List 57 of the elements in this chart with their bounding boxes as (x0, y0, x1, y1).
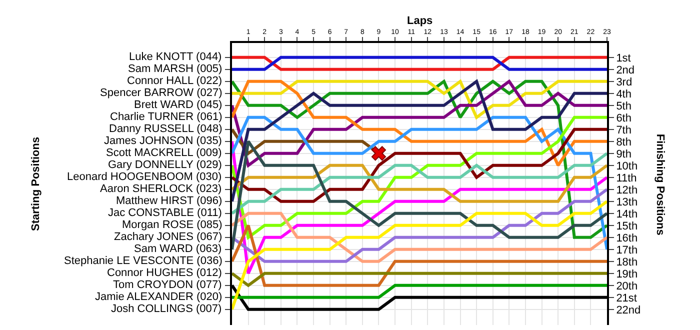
series-label: Luke KNOTT (044) (129, 51, 222, 63)
series-label: Tom CROYDON (077) (113, 279, 222, 291)
series-label: Morgan ROSE (085) (122, 219, 222, 231)
y-tick-label: 13th (616, 196, 638, 208)
y-tick-label: 14th (616, 208, 638, 220)
series-label: Connor HALL (022) (127, 75, 222, 87)
series-label: Matthew HIRST (096) (116, 195, 222, 207)
y-tick-label: 8th (616, 136, 632, 148)
y-tick-label: 17th (616, 244, 638, 256)
series-label: Charlie TURNER (061) (110, 111, 222, 123)
line-series (232, 164, 607, 203)
line-series (232, 200, 607, 311)
y-tick-label: 15th (616, 220, 638, 232)
y-tick-label: 10th (616, 160, 638, 172)
series-label: Aaron SHERLOCK (023) (100, 183, 222, 195)
series-label: Brett WARD (045) (134, 99, 222, 111)
y-tick-label: 5th (616, 100, 632, 112)
series-label: Scott MACKRELL (009) (106, 147, 222, 159)
line-series (232, 80, 607, 167)
y-tick-label: 3rd (616, 76, 632, 88)
y-tick-label: 9th (616, 148, 632, 160)
line-series (232, 128, 607, 203)
series-label: Josh COLLINGS (007) (111, 303, 222, 315)
y-tick-label: 21st (616, 292, 637, 304)
series-label: Jamie ALEXANDER (020) (95, 291, 222, 303)
line-series (232, 188, 607, 263)
series-label: James JOHNSON (035) (104, 135, 222, 147)
line-series (232, 140, 607, 251)
y-tick-label: 20th (616, 280, 638, 292)
series-label: Danny RUSSELL (048) (109, 123, 222, 135)
x-axis-title: Laps (407, 15, 433, 27)
y-tick-label: 2nd (616, 64, 635, 76)
series-label: Connor HUGHES (012) (107, 267, 222, 279)
line-series (232, 212, 607, 263)
y-tick-label: 6th (616, 112, 632, 124)
y-tick-label: 16th (616, 232, 638, 244)
series-label: Spencer BARROW (027) (100, 87, 222, 99)
series-label: Zachary JONES (067) (114, 231, 222, 243)
y-tick-label: 7th (616, 124, 632, 136)
y-tick-label: 12th (616, 184, 638, 196)
series-label: Gary DONNELLY (029) (108, 159, 222, 171)
line-series (232, 152, 607, 215)
line-series (232, 80, 607, 203)
series-label: Sam MARSH (005) (128, 63, 222, 75)
y-tick-label: 11th (616, 172, 637, 184)
series-label: Stephanie LE VESCONTE (036) (64, 255, 222, 267)
y-tick-label: 19th (616, 268, 638, 280)
series-label: Jac CONSTABLE (011) (108, 207, 222, 219)
series-label: Sam WARD (063) (134, 243, 222, 255)
y-tick-label: 22nd (616, 304, 641, 316)
y-tick-label: 4th (616, 88, 632, 100)
text: Starting Positions (30, 136, 42, 231)
line-series (232, 80, 607, 119)
series-label: Leonard HOOGENBOOM (030) (67, 171, 222, 183)
y-tick-label: 18th (616, 256, 638, 268)
y-axis-title: Finishing Positions (654, 134, 666, 236)
y-tick-label: 1st (616, 52, 631, 64)
